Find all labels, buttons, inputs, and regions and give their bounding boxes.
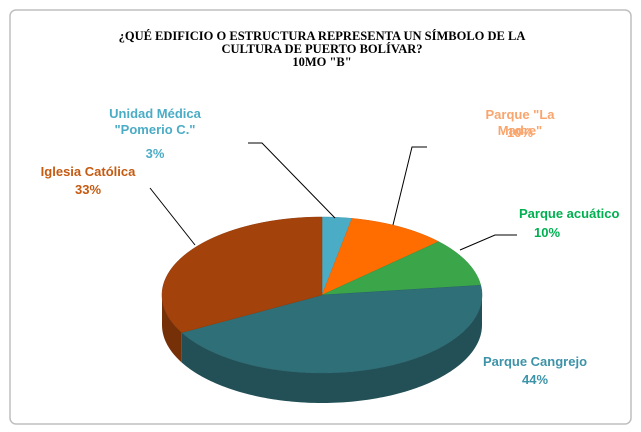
value-label: 44% [521, 372, 549, 387]
slice-side [181, 295, 482, 403]
pie [161, 216, 483, 403]
slice-side [162, 295, 182, 363]
leader-line [248, 142, 336, 219]
leader-line [149, 187, 196, 246]
leader-line [459, 234, 517, 251]
data-label: Unidad Médica "Pomerio C." [109, 106, 201, 137]
chart-subtitle: 10MO "B" [292, 55, 352, 69]
value-label: 10% [506, 125, 534, 140]
data-label: Iglesia Católica [40, 164, 136, 179]
leader-line [392, 146, 427, 226]
value-label: 10% [533, 225, 561, 240]
data-label: Parque "La Madre" [485, 107, 555, 138]
value-label: 3% [145, 146, 165, 161]
slice [161, 216, 323, 333]
slice [321, 241, 482, 296]
slice [321, 218, 440, 296]
data-label: Parque acuático [519, 206, 620, 221]
slice [181, 284, 483, 374]
value-label: 33% [74, 182, 102, 197]
data-label: Parque Cangrejo [482, 354, 588, 369]
chart-title: ¿QUÉ EDIFICIO O ESTRUCTURA REPRESENTA UN… [118, 29, 526, 56]
